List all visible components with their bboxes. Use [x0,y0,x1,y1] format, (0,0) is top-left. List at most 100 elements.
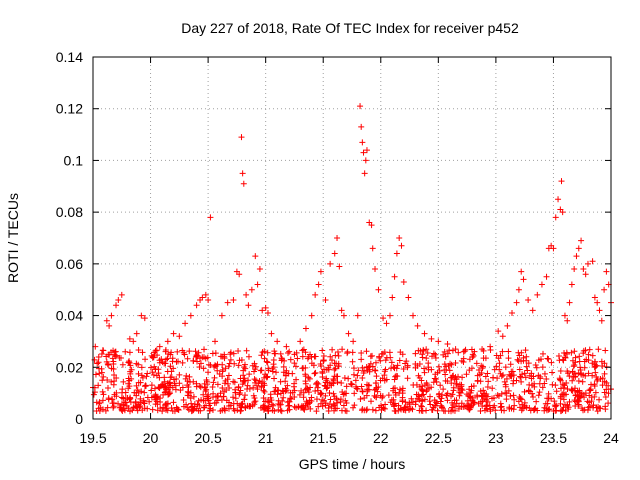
data-point [206,402,213,409]
data-point [428,335,435,342]
data-point [531,383,538,390]
data-point [599,362,606,369]
data-point [271,375,278,382]
data-point [368,222,375,229]
y-axis-label: ROTI / TECUs [5,193,21,283]
data-point [511,396,518,403]
data-point [322,392,329,399]
data-point [277,401,284,408]
data-point [190,357,197,364]
data-point [584,260,591,267]
data-point [116,404,123,411]
data-point [93,399,100,406]
data-point [259,378,266,385]
data-point [363,392,370,399]
data-point [111,372,118,379]
data-point [268,330,275,337]
data-point [337,398,344,405]
data-point [248,286,255,293]
data-point [575,245,582,252]
data-point [308,360,315,367]
data-point [317,268,324,275]
data-point [345,330,352,337]
data-point [484,393,491,400]
data-point [170,399,177,406]
data-point [340,312,347,319]
data-point [170,365,177,372]
data-point [381,368,388,375]
data-point [497,400,504,407]
data-point [249,362,256,369]
data-point [448,404,455,411]
data-point [293,376,300,383]
data-point [156,343,163,350]
data-point [393,365,400,372]
data-point [349,349,356,356]
data-point [355,367,362,374]
data-point [343,383,350,390]
data-point [455,385,462,392]
data-point [419,351,426,358]
data-point [115,297,122,304]
data-point [444,378,451,385]
data-point [204,378,211,385]
data-point [144,405,151,412]
data-point [591,358,598,365]
data-point [241,392,248,399]
data-point [350,404,357,411]
data-point [238,134,245,141]
data-point [187,389,194,396]
data-point [571,371,578,378]
data-point [442,371,449,378]
data-point [272,384,279,391]
data-point [126,396,133,403]
data-point [263,358,270,365]
data-point [402,360,409,367]
data-point [552,382,559,389]
data-point [329,379,336,386]
data-point [153,372,160,379]
data-point [605,400,612,407]
x-tick-label: 21.5 [310,430,337,446]
data-point [209,407,216,414]
data-point [393,250,400,257]
data-point [166,384,173,391]
data-point [482,355,489,362]
data-point [529,390,536,397]
data-point [421,330,428,337]
data-point [314,384,321,391]
data-point [525,297,532,304]
data-point [350,371,357,378]
data-point [311,370,318,377]
data-point [421,396,428,403]
data-point [334,373,341,380]
data-point [95,353,102,360]
data-point [275,401,282,408]
data-point [126,359,133,366]
data-point [246,371,253,378]
data-point [381,405,388,412]
data-point [300,389,307,396]
data-point [250,384,257,391]
data-point [126,335,133,342]
data-point [539,364,546,371]
data-point [148,364,155,371]
data-point [565,406,572,413]
data-point [218,312,225,319]
data-point [561,392,568,399]
data-point [513,299,520,306]
data-point [270,402,277,409]
data-point [202,388,209,395]
data-point [312,291,319,298]
data-point [501,407,508,414]
data-point [328,357,335,364]
data-point [244,382,251,389]
data-point [569,377,576,384]
data-point [342,407,349,414]
data-point [365,364,372,371]
data-point [589,258,596,265]
x-axis-ticks: 19.5 20 20.5 21 21.5 22 22.5 23 23.5 24 [79,57,619,446]
data-point [495,328,502,335]
data-point [373,394,380,401]
data-point [572,359,579,366]
